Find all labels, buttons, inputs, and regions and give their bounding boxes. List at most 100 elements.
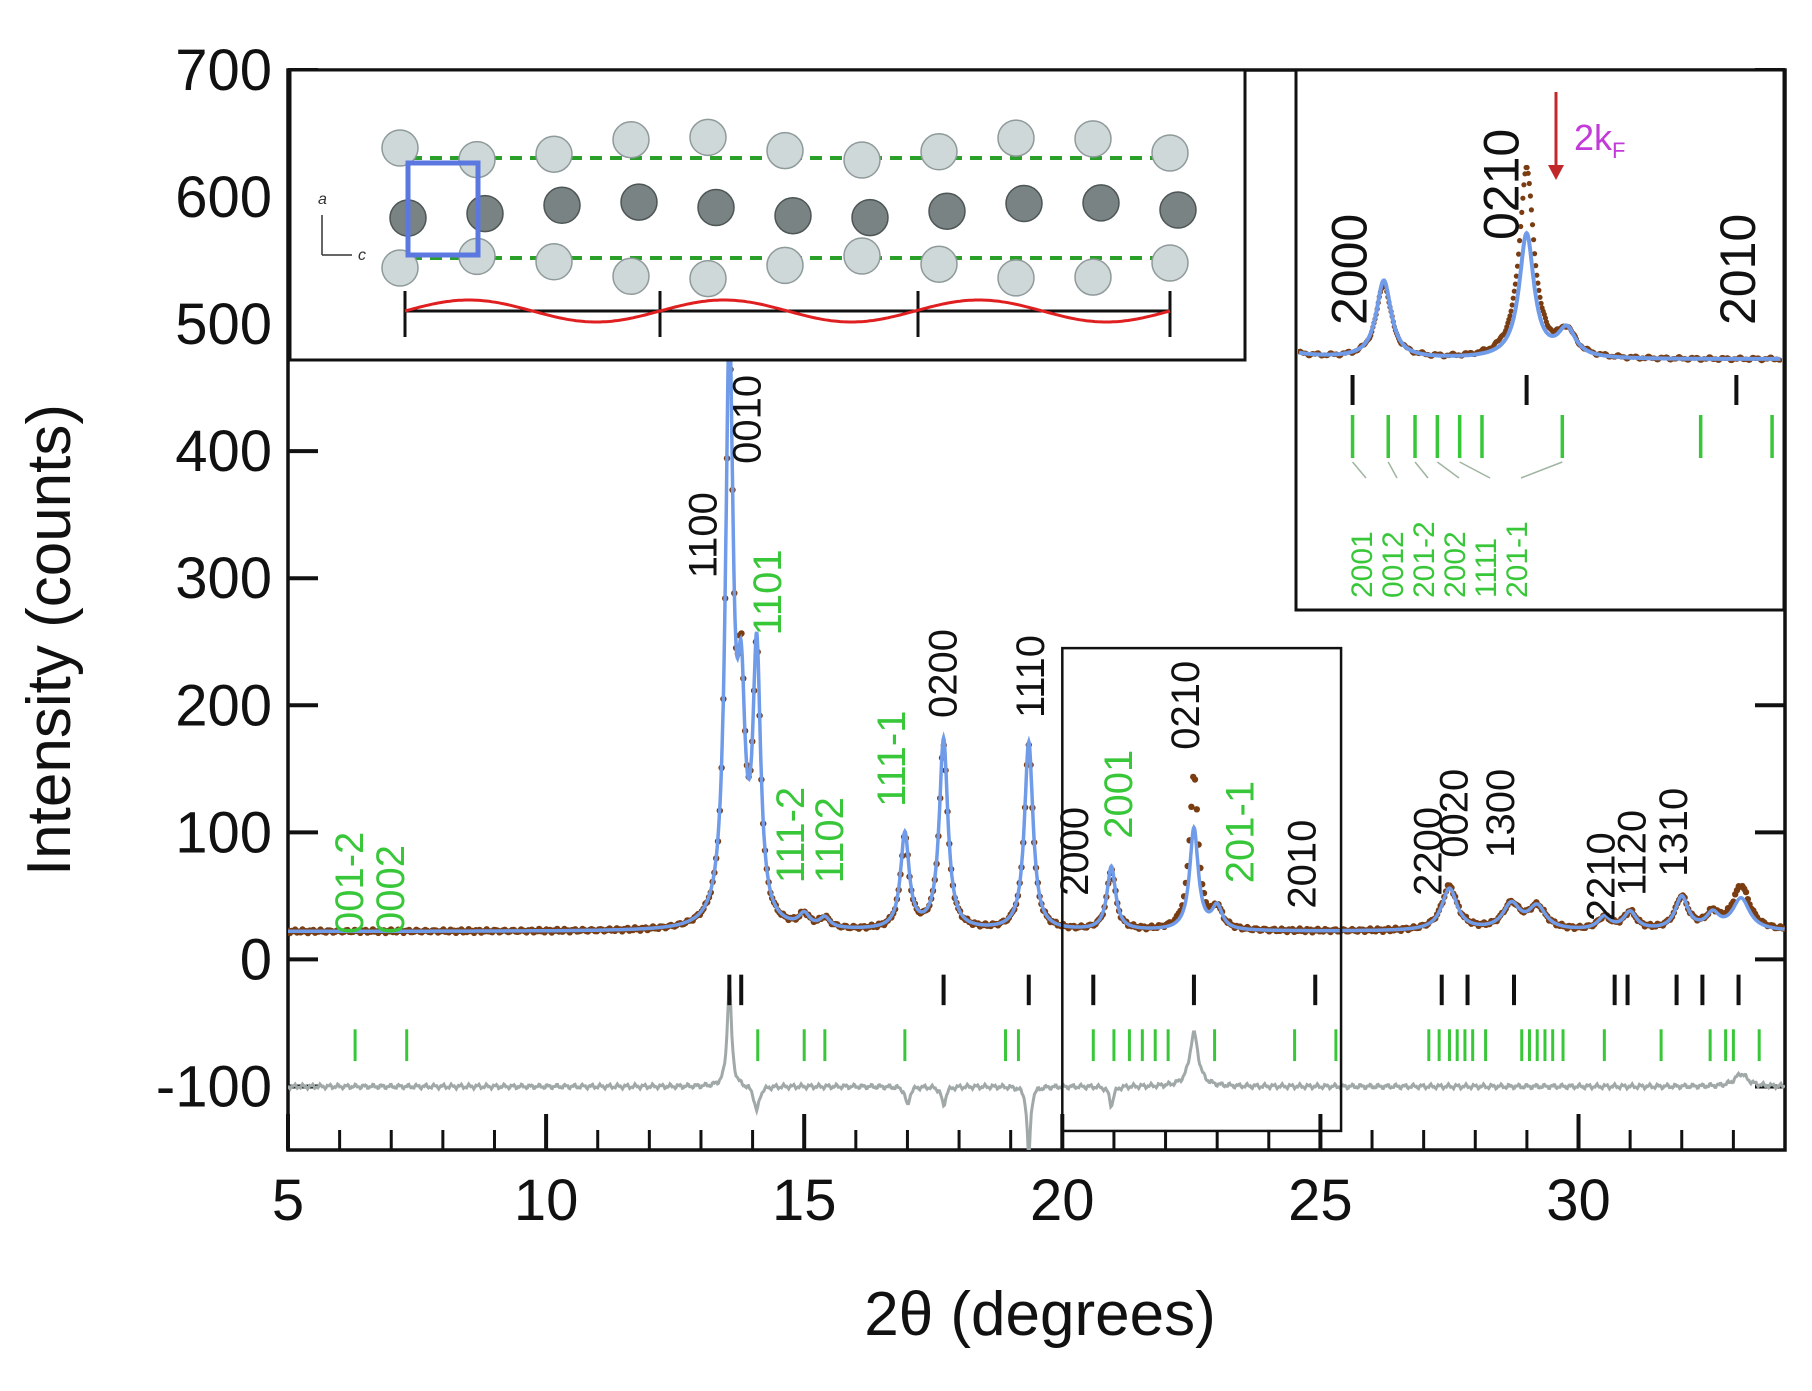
inset-leader-line [1387,461,1398,479]
x-tick-label: 20 [1030,1168,1095,1233]
inset-leader-line [1520,461,1563,479]
x-axis-title: 2θ (degrees) [864,1280,1216,1349]
inset-leader-line [1414,461,1429,479]
reflection-label: 1310 [1652,788,1696,877]
inset-leader-line [1459,461,1491,479]
axis-label-c: c [358,247,366,264]
inset-observed-point [1524,164,1530,171]
reflection-label: 001-2 [328,832,372,934]
zoom-inset-frame [1294,68,1786,612]
kf-label: 2kF [1574,117,1625,163]
reflection-label: 1101 [746,549,790,635]
inset-label-0210: 0210 [1473,129,1529,240]
inset-observed-point [1534,272,1540,278]
reflection-label: 1120 [1611,810,1655,896]
light-atom [689,259,727,298]
light-atom [766,246,804,285]
inset-observed-point [1521,182,1527,188]
inset-green-label: 2002 [1439,531,1472,598]
light-atom [381,249,419,287]
reflection-label: 2001 [1097,750,1141,839]
y-tick-label: 600 [175,165,272,230]
light-atom [997,259,1035,297]
reflection-label: 1100 [682,492,726,578]
inset-leader-line [1436,461,1460,479]
inset-observed-point [1535,280,1541,286]
inset-green-label: 201-1 [1501,521,1534,598]
inset-observed-point [1525,170,1531,176]
reflection-label: 2200 [1407,807,1451,896]
inset-observed-point [1509,302,1515,308]
inset-calculated-curve [1298,230,1781,361]
reflection-label: 201-1 [1218,781,1262,883]
kf-arrow-head-icon [1548,165,1564,180]
unit-cell-box [405,160,481,258]
inset-observed-point [1519,209,1525,215]
reflection-label: 1110 [1009,635,1053,718]
dark-atom [1082,184,1120,222]
inset-observed-point [1533,263,1539,269]
inset-green-label: 0012 [1377,531,1410,598]
reflection-label: 2210 [1580,832,1624,921]
cdw-wave [404,298,1171,324]
dark-atom [1005,184,1043,223]
structure-inset: a c [288,68,1247,362]
inset-observed-point [1512,281,1518,287]
inset-observed-point [1511,288,1517,294]
reflection-label: 1300 [1479,769,1523,858]
inset-observed-point [1536,287,1542,293]
light-atom [920,245,958,283]
dark-atom [928,192,966,230]
y-tick-label: 200 [175,673,272,738]
observed-point [1191,776,1199,783]
reflection-label: 0210 [1164,661,1208,750]
light-atom [843,237,881,275]
light-atom [843,141,881,179]
inset-curve-group [1298,164,1782,364]
x-tick-label: 10 [514,1168,579,1233]
inset-label-2010: 2010 [1710,214,1766,325]
reflection-label: 2010 [1280,820,1324,909]
light-atom [766,131,804,170]
dark-atom [466,194,504,233]
light-atom [1074,120,1112,158]
observed-point [1193,806,1201,813]
y-tick-label: -100 [156,1054,272,1119]
inset-leader-line [1351,461,1367,479]
inset-observed-point [1518,223,1524,230]
zoom-region-box [1061,646,1343,1133]
dark-atom [851,198,889,237]
light-atom [612,257,650,296]
reflection-label: 0200 [922,629,966,718]
light-atom [920,133,958,171]
inset-observed-point [1527,193,1533,199]
light-atom [535,135,573,173]
inset-label-2000: 2000 [1322,214,1378,325]
inset-observed-point [1529,222,1536,228]
difference-curve [288,987,1785,1150]
x-tick-label: 25 [1288,1168,1353,1233]
y-tick-label: 500 [175,292,272,357]
reflection-label: 0010 [725,375,769,464]
atom-chains [321,118,1197,337]
inset-green-label: 201-2 [1408,521,1441,598]
kf-label-main: 2k [1574,117,1613,158]
light-atom [689,118,727,157]
light-atom [612,120,650,159]
y-tick-label: 700 [175,38,272,103]
light-atom [535,243,573,281]
reflection-label: 0020 [1433,769,1477,858]
y-tick-label: 100 [175,800,272,865]
observed-point [1188,803,1195,810]
inset-observed-point [1532,251,1538,257]
reflection-label: 111-2 [769,787,813,883]
reflection-label: 2000 [1053,807,1097,896]
light-atom [381,129,419,167]
reflection-label: 0002 [369,845,413,934]
inset-green-label: 1111 [1470,538,1503,598]
reflection-label: 111-1 [870,711,914,807]
light-atom [1074,258,1112,296]
dark-atom [697,188,735,227]
